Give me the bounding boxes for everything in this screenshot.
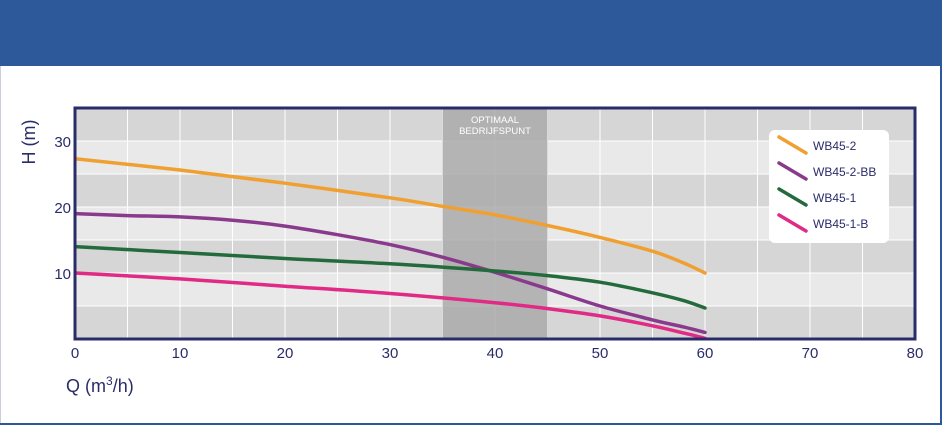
frame-border-left xyxy=(0,66,1,425)
frame-border-bottom xyxy=(0,423,942,425)
series-line-1 xyxy=(75,211,707,335)
x-axis-label-prefix: Q (m xyxy=(66,376,106,396)
x-tick-label: 30 xyxy=(382,345,399,362)
legend-label-0: WB45-2 xyxy=(813,139,857,153)
frame-border-right xyxy=(940,66,942,425)
x-axis-ticks: 0 10 20 30 40 50 60 70 80 xyxy=(71,345,924,362)
legend-label-3: WB45-1-B xyxy=(813,217,868,231)
y-tick-label: 20 xyxy=(54,200,71,217)
legend: WB45-2 WB45-2-BB WB45-1 WB45-1-B xyxy=(769,130,889,243)
legend-swatch-1 xyxy=(777,161,808,181)
x-tick-label: 70 xyxy=(802,345,819,362)
series-line-2 xyxy=(75,244,707,310)
x-axis-label-suffix: /h) xyxy=(113,376,134,396)
legend-swatch-2 xyxy=(777,187,808,207)
series-lines xyxy=(75,157,707,339)
legend-swatch-0 xyxy=(777,135,808,155)
legend-swatch-3 xyxy=(777,213,808,233)
x-tick-label: 80 xyxy=(907,345,924,362)
optimal-band-label-line2: BEDRIJFSPUNT xyxy=(459,126,531,137)
x-tick-label: 0 xyxy=(71,345,79,362)
y-axis-label: H (m) xyxy=(19,120,39,165)
legend-label-1: WB45-2-BB xyxy=(813,165,876,179)
y-tick-label: 10 xyxy=(54,266,71,283)
x-tick-label: 60 xyxy=(697,345,714,362)
x-tick-label: 10 xyxy=(172,345,189,362)
x-axis-label-superscript: 3 xyxy=(106,374,113,388)
legend-label-2: WB45-1 xyxy=(813,191,857,205)
x-tick-label: 50 xyxy=(592,345,609,362)
top-banner xyxy=(0,0,942,66)
legend-box xyxy=(769,130,889,243)
x-axis-label: Q (m3/h) xyxy=(66,374,134,396)
plot-frame xyxy=(73,106,917,341)
y-tick-label: 30 xyxy=(54,134,71,151)
series-line-3 xyxy=(75,271,707,339)
y-axis-ticks: 10 20 30 xyxy=(54,134,71,283)
optimal-band-label-line1: OPTIMAAL xyxy=(471,115,519,126)
x-tick-label: 40 xyxy=(487,345,504,362)
series-line-0 xyxy=(75,157,707,275)
x-tick-label: 20 xyxy=(277,345,294,362)
